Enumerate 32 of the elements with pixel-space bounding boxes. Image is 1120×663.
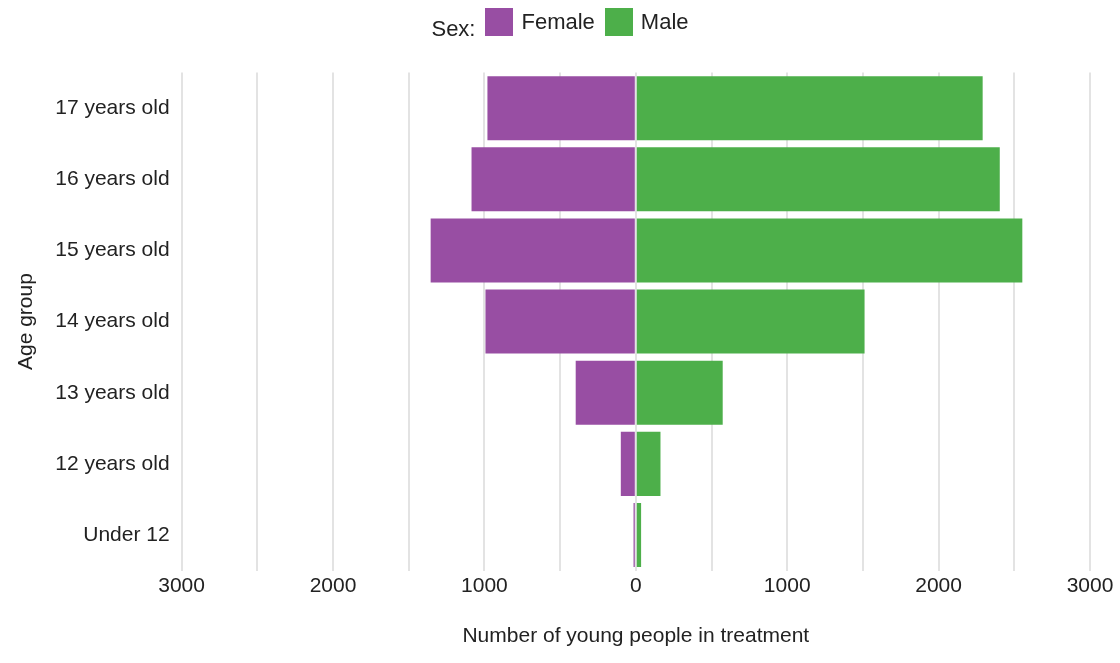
bar <box>636 431 661 496</box>
bar <box>620 431 635 496</box>
y-tick-label: 13 years old <box>55 379 170 403</box>
bar <box>636 360 723 425</box>
bar <box>636 289 865 354</box>
x-tick-label: 3000 <box>158 573 205 596</box>
bar <box>487 76 635 141</box>
x-tick-label: 0 <box>629 573 642 596</box>
y-tick-label: 12 years old <box>55 450 170 474</box>
x-tick-label: 2000 <box>309 573 357 596</box>
y-tick-label: 16 years old <box>55 166 170 190</box>
bar <box>485 289 635 354</box>
x-tick-label: 1000 <box>763 573 811 596</box>
x-tick-label: 2000 <box>915 573 962 596</box>
bar <box>636 76 983 141</box>
y-tick-label: Under 12 <box>83 521 170 545</box>
legend-title: Sex: <box>431 16 476 41</box>
x-tick-label: 1000 <box>461 573 508 596</box>
y-tick-label: 14 years old <box>55 308 170 332</box>
x-tick-label: 3000 <box>1066 573 1114 596</box>
y-tick-label: 15 years old <box>55 237 170 261</box>
legend-label: Female <box>520 8 595 36</box>
bar <box>636 503 642 568</box>
y-tick-label: 17 years old <box>55 94 170 118</box>
y-axis-title: Age group <box>13 273 37 371</box>
bar <box>636 147 1000 212</box>
legend-label: Male <box>639 8 689 36</box>
x-axis-title: Number of young people in treatment <box>462 623 810 647</box>
bar <box>471 147 635 212</box>
bar <box>636 218 1023 283</box>
bar <box>430 218 635 283</box>
bar <box>575 360 635 425</box>
